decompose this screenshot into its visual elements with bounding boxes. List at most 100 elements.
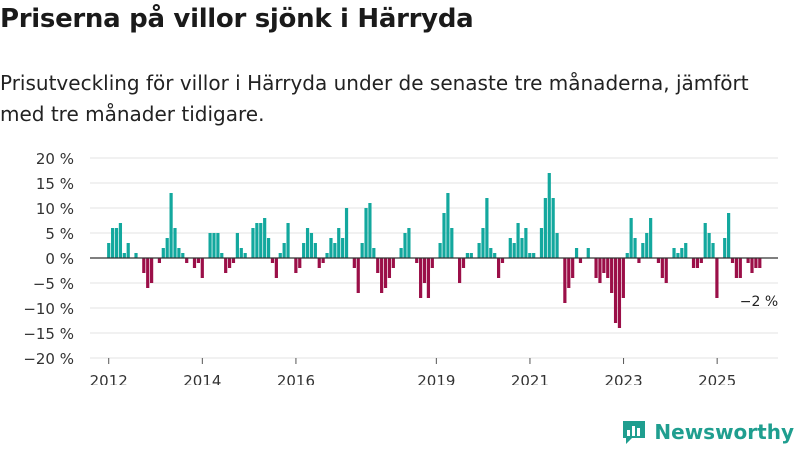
bar [192, 258, 197, 268]
bar [524, 228, 528, 258]
bar [161, 248, 165, 258]
bar [660, 258, 664, 278]
bar [567, 258, 571, 288]
bar [446, 193, 450, 258]
bar [606, 258, 610, 278]
bar [664, 258, 668, 283]
bar [602, 258, 606, 273]
bar [419, 258, 423, 298]
bar [216, 233, 220, 258]
bar [422, 258, 427, 283]
bar [325, 253, 329, 258]
bar [563, 258, 567, 303]
bar [727, 213, 731, 258]
bar [302, 243, 306, 258]
bar [707, 233, 711, 258]
bar [598, 258, 602, 283]
bar [263, 218, 267, 258]
bar [383, 258, 388, 288]
bar [177, 248, 181, 258]
bar [274, 258, 278, 278]
y-tick-label: −15 % [23, 325, 74, 343]
bar [734, 258, 739, 278]
bar [165, 238, 169, 258]
bar [633, 238, 637, 258]
bar [645, 233, 649, 258]
bar [212, 233, 216, 258]
bar [360, 243, 364, 258]
bar [278, 253, 282, 258]
bar [337, 228, 341, 258]
x-tick-label: 2025 [698, 372, 736, 385]
bar [305, 228, 310, 258]
bar [458, 258, 462, 283]
bar [391, 258, 395, 268]
x-tick-label: 2019 [417, 372, 455, 385]
bar [235, 233, 239, 258]
bar [746, 258, 750, 263]
last-value-annotation: −2 % [740, 294, 778, 310]
bar [625, 253, 629, 258]
bar [493, 253, 497, 258]
bar [157, 258, 162, 263]
bar [637, 258, 641, 263]
bar [239, 248, 243, 258]
bar [150, 258, 154, 283]
bar [508, 238, 512, 258]
bar [512, 243, 516, 258]
bar [200, 258, 204, 278]
bar [481, 228, 485, 258]
bar [516, 223, 520, 258]
bar [118, 223, 123, 258]
bar [368, 203, 372, 258]
bar [251, 228, 255, 258]
bar [532, 253, 536, 258]
y-tick-label: 0 % [45, 250, 74, 268]
bar [220, 253, 224, 258]
bar [500, 258, 505, 263]
y-tick-label: −20 % [23, 350, 74, 368]
bar [656, 258, 661, 263]
bar [309, 233, 314, 258]
bar [680, 248, 684, 258]
bar [208, 233, 212, 258]
bar [672, 248, 676, 258]
x-tick-label: 2014 [183, 372, 221, 385]
bar [442, 213, 446, 258]
bar [255, 223, 259, 258]
bar [617, 258, 622, 328]
bar [641, 243, 645, 258]
bar [547, 173, 551, 258]
bar [243, 253, 247, 258]
bar [715, 258, 719, 298]
bar [613, 258, 618, 323]
brand-name: Newsworthy [654, 420, 794, 444]
bar [496, 258, 501, 278]
bar [699, 258, 703, 263]
y-tick-label: −5 % [33, 275, 74, 293]
bar [356, 258, 360, 293]
chart-title: Priserna på villor sjönk i Härryda [0, 4, 474, 34]
bar [711, 243, 715, 258]
bar [426, 258, 431, 298]
bar [282, 243, 286, 258]
bar [555, 233, 559, 258]
bar [173, 228, 177, 258]
y-tick-label: 15 % [36, 175, 74, 193]
bar [543, 198, 547, 258]
bar [259, 223, 263, 258]
bar [520, 238, 524, 258]
bar [196, 258, 200, 263]
bar [227, 258, 232, 268]
bar [407, 228, 411, 258]
bar [465, 253, 469, 258]
bar [344, 208, 349, 258]
bar [298, 258, 302, 268]
bar [691, 258, 696, 268]
bar [185, 258, 189, 263]
bar [294, 258, 298, 273]
bar [684, 243, 688, 258]
bar [169, 193, 173, 258]
bar [528, 253, 532, 258]
newsworthy-logo-icon [623, 421, 646, 444]
